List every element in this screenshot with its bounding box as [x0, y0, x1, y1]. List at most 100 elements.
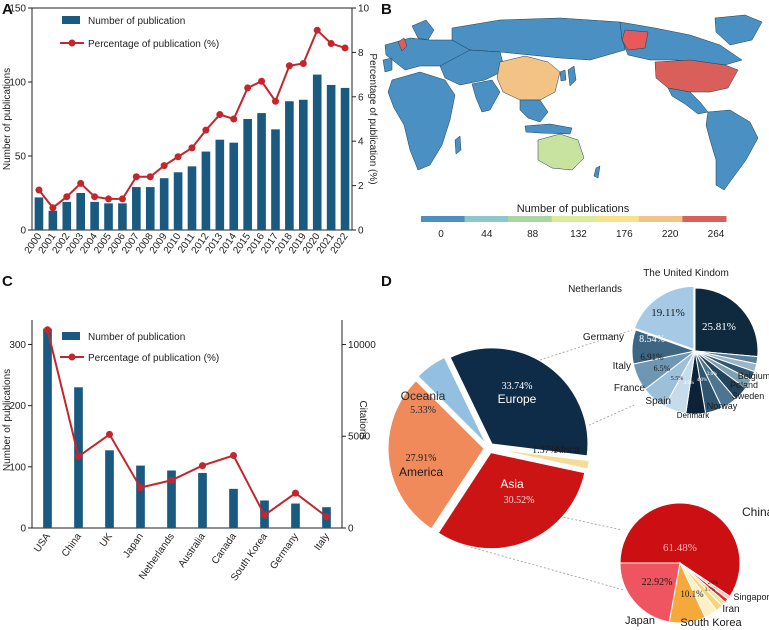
colorbar-tick-label: 264	[708, 229, 725, 240]
europe-country-label: Netherlands	[568, 284, 622, 295]
point-usa	[44, 326, 51, 334]
bar-japan	[136, 465, 145, 528]
x-tick-label: Germany	[268, 531, 301, 571]
asia-country-label: Singapore	[733, 592, 769, 602]
europe-country-label: Poland	[730, 380, 758, 390]
bar-2012	[201, 151, 211, 230]
point-germany	[292, 489, 299, 497]
point-china	[75, 452, 82, 460]
europe-country-label: France	[614, 383, 646, 394]
bar-2017	[271, 129, 280, 230]
slice-europe	[449, 347, 589, 457]
y-tick-label: 300	[9, 340, 26, 351]
citations-line	[46, 329, 328, 518]
point-uk	[106, 430, 113, 438]
point-2007	[132, 173, 140, 181]
point-2006	[118, 195, 126, 203]
bar-2006	[118, 203, 127, 230]
europe-country-label: Germany	[583, 332, 624, 343]
slice-germany	[631, 329, 697, 365]
europe-percent: 19.11%	[651, 307, 685, 319]
x-tick-label: USA	[32, 531, 53, 554]
point-2002	[63, 193, 71, 201]
asia-country-label: Japan	[625, 615, 655, 627]
main-pie-name: Africa	[554, 445, 580, 456]
y-tick-label: 150	[9, 4, 26, 15]
slice-the-united-kindom	[694, 287, 759, 358]
point-2018	[285, 62, 293, 70]
europe-percent: 4.0%	[697, 378, 707, 383]
colorbar-tick-label: 0	[438, 229, 444, 240]
y-tick-label: 0	[20, 524, 26, 535]
europe-percent: 8.54%	[639, 334, 665, 345]
y2-tick-label: 0	[348, 524, 354, 535]
map-madagascar	[454, 135, 462, 155]
point-2013	[216, 111, 224, 119]
point-2020	[313, 26, 321, 34]
panel-a-legend: Number of publication Percentage of publ…	[60, 16, 219, 50]
colorbar	[421, 216, 727, 222]
asia-percent: 61.48%	[663, 542, 697, 554]
bar-2008	[145, 187, 155, 230]
point-2019	[299, 60, 307, 67]
bar-2020	[312, 74, 322, 230]
panel-a-ylabel: Number of publications	[2, 68, 13, 170]
connector-line	[462, 544, 625, 591]
slice-japan	[619, 562, 681, 623]
main-pie-percent: 33.74%	[502, 381, 533, 392]
colorbar-segment	[638, 216, 683, 222]
y2-tick-label: 2	[358, 181, 364, 192]
main-pie	[387, 347, 590, 550]
europe-percent: 3.6%	[707, 372, 717, 377]
colorbar-tick-label: 88	[527, 229, 539, 240]
world-map	[382, 14, 763, 191]
map-korea	[559, 69, 567, 82]
bar-2013	[215, 139, 225, 230]
point-2003	[77, 179, 85, 187]
point-2012	[202, 126, 210, 134]
panel-c-y2label: Citations	[357, 401, 368, 440]
map-scandinavia	[411, 19, 435, 41]
legend-bar-swatch	[62, 332, 80, 340]
main-pie-name: Asia	[500, 477, 524, 491]
colorbar-segment	[595, 216, 640, 222]
bar-uk	[105, 450, 114, 528]
panel-b: B	[381, 1, 763, 240]
point-netherlands	[168, 476, 175, 484]
y2-tick-label: 0	[358, 226, 364, 237]
bar-2000	[34, 197, 44, 230]
asia-percent: 10.1%	[680, 589, 704, 599]
bar-netherlands	[167, 470, 176, 528]
panel-c-legend: Number of publication Percentage of publ…	[60, 332, 219, 364]
asia-country-label: South Korea	[680, 617, 742, 629]
point-2005	[105, 195, 113, 203]
europe-percent: 5.5%	[671, 376, 684, 382]
colorbar-segment	[464, 216, 509, 222]
connector-line	[539, 329, 633, 361]
main-pie-percent: 5.33%	[410, 405, 436, 416]
legend-bar-label: Number of publication	[88, 16, 185, 27]
slice-netherlands	[633, 285, 695, 351]
map-india	[471, 79, 501, 113]
y-tick-label: 50	[15, 152, 27, 163]
point-2011	[188, 144, 196, 152]
point-canada	[230, 452, 237, 460]
bar-2015	[243, 119, 252, 230]
europe-pie	[631, 285, 759, 415]
map-mexico	[667, 87, 709, 115]
x-tick-label: Japan	[121, 531, 146, 560]
bar-2021	[326, 84, 336, 231]
bar-2018	[285, 101, 294, 231]
point-italy	[323, 513, 330, 521]
point-2016	[258, 77, 266, 85]
bar-2001	[48, 210, 58, 230]
europe-country-label: Sweden	[732, 391, 765, 401]
europe-country-label: Spain	[645, 396, 671, 407]
main-pie-percent: 27.91%	[406, 453, 437, 464]
europe-country-label: Norway	[707, 401, 738, 411]
main-pie-percent: 30.52%	[504, 495, 535, 506]
bar-2004	[90, 201, 99, 230]
point-2014	[230, 115, 238, 123]
